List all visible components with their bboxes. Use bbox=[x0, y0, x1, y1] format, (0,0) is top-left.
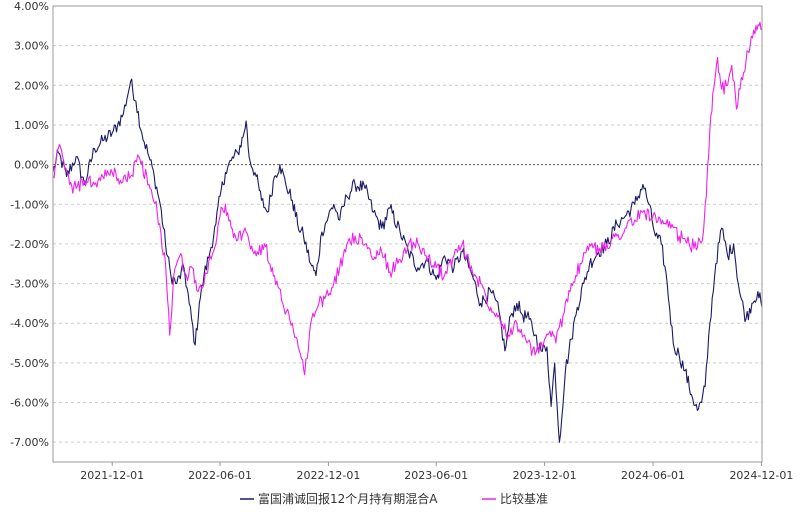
x-tick-label: 2023-12-01 bbox=[513, 469, 577, 482]
x-axis-tick-labels: 2021-12-01 2022-06-01 2022-12-01 2023-06-01… bbox=[80, 462, 793, 482]
x-tick-label: 2024-06-01 bbox=[621, 469, 685, 482]
y-tick-label: -5.00% bbox=[10, 357, 49, 370]
x-tick-label: 2021-12-01 bbox=[80, 469, 144, 482]
x-tick-label: 2022-12-01 bbox=[296, 469, 360, 482]
legend: 富国浦诚回报12个月持有期混合A 比较基准 bbox=[240, 491, 548, 506]
y-tick-label: 4.00% bbox=[14, 0, 49, 13]
y-axis-tick-labels: 4.00% 3.00% 2.00% 1.00% 0.00% -1.00% -2.00% -3.… bbox=[10, 0, 49, 449]
y-tick-label: -7.00% bbox=[10, 436, 49, 449]
y-tick-label: -2.00% bbox=[10, 238, 49, 251]
x-tick-label: 2024-12-01 bbox=[729, 469, 793, 482]
series-line-fund bbox=[52, 78, 763, 443]
series-lines bbox=[52, 21, 763, 443]
y-tick-label: -4.00% bbox=[10, 317, 49, 330]
legend-label-benchmark: 比较基准 bbox=[500, 491, 548, 506]
y-tick-label: -1.00% bbox=[10, 198, 49, 211]
legend-label-fund: 富国浦诚回报12个月持有期混合A bbox=[258, 491, 438, 506]
x-tick-label: 2023-06-01 bbox=[404, 469, 468, 482]
y-tick-label: 0.00% bbox=[14, 159, 49, 172]
y-tick-label: 3.00% bbox=[14, 40, 49, 53]
series-line-benchmark bbox=[52, 21, 763, 376]
y-tick-label: -6.00% bbox=[10, 397, 49, 410]
plot-frame bbox=[52, 5, 763, 463]
y-tick-label: 2.00% bbox=[14, 79, 49, 92]
x-tick-label: 2022-06-01 bbox=[188, 469, 252, 482]
y-tick-label: 1.00% bbox=[14, 119, 49, 132]
grid-lines bbox=[53, 5, 762, 443]
y-tick-label: -3.00% bbox=[10, 278, 49, 291]
